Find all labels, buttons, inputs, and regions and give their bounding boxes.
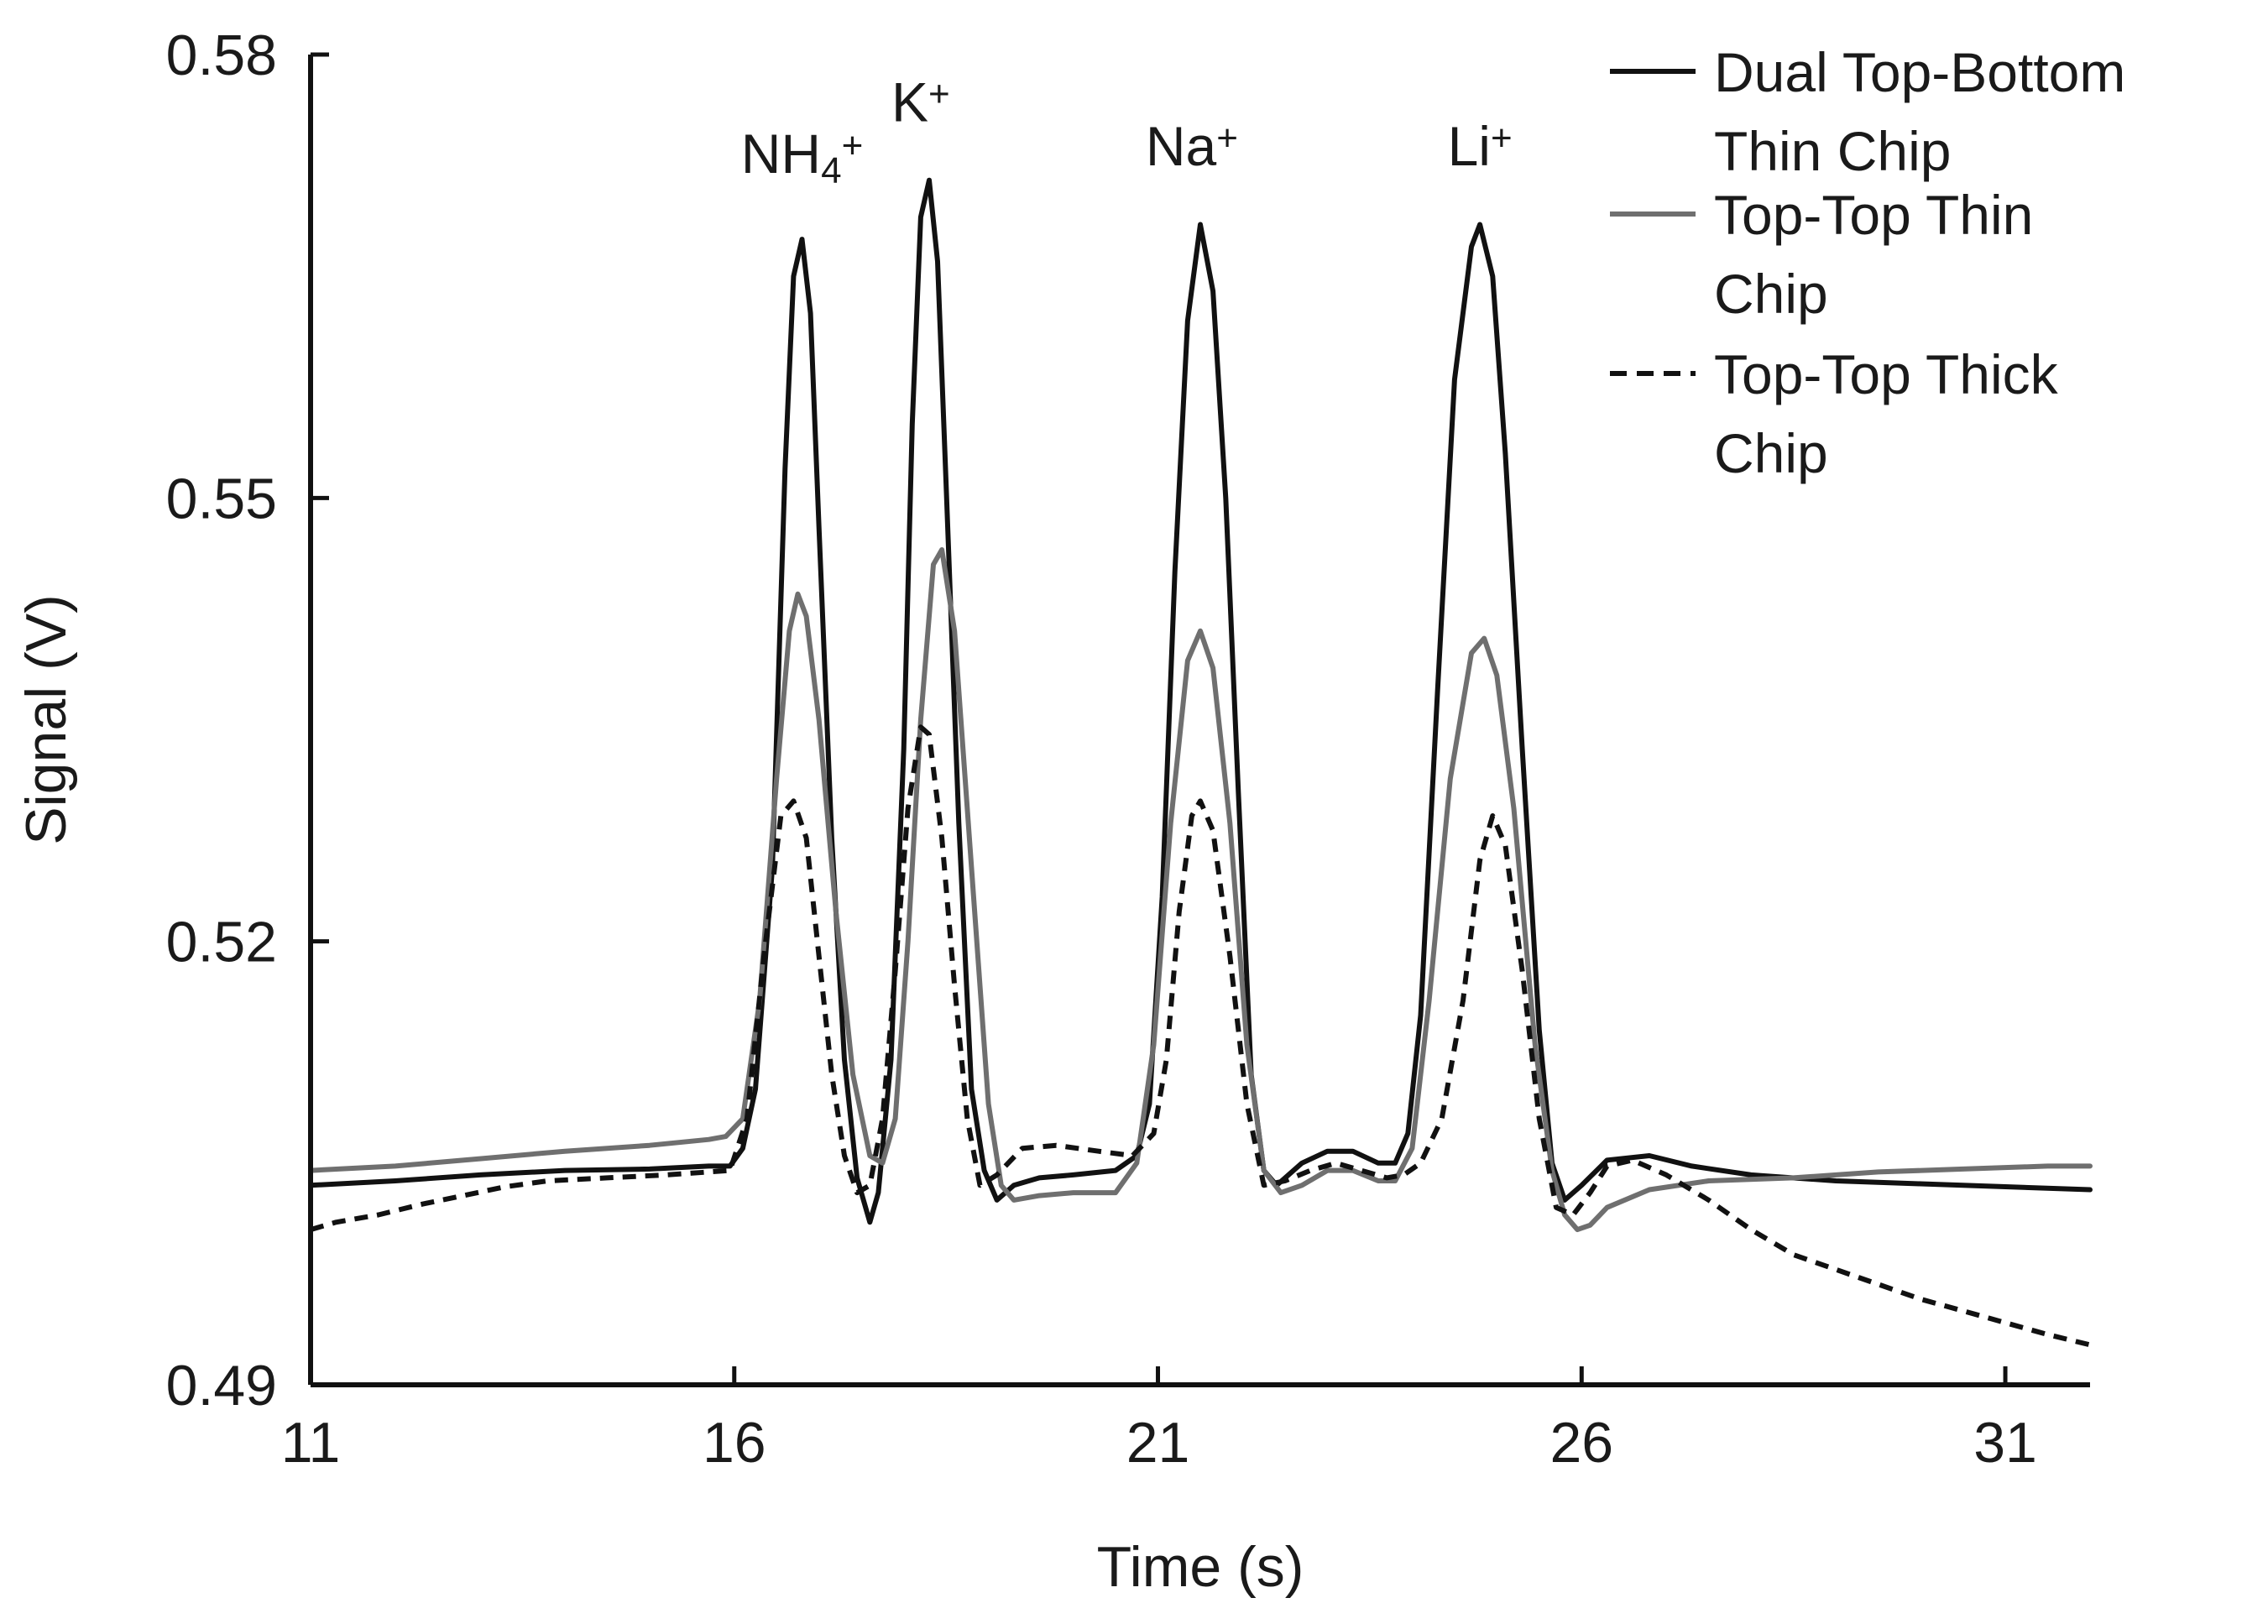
peak-label: K+	[891, 70, 950, 133]
peak-label-superscript: +	[842, 125, 864, 166]
series-line-2	[308, 547, 2093, 1233]
peak-label: Na+	[1146, 115, 1238, 177]
legend-label-1: Dual Top-Bottom	[1714, 41, 2125, 103]
legend-label-1: Thin Chip	[1714, 120, 1951, 182]
x-axis-ticks: 11 16 21 26 31	[281, 1366, 2037, 1475]
y-tick-label: 0.55	[166, 467, 277, 530]
series-line-1	[308, 177, 2093, 1225]
x-tick-label: 16	[703, 1411, 766, 1475]
peak-label-superscript: +	[928, 74, 950, 115]
y-axis-title: Signal (V)	[14, 594, 78, 845]
peak-label-base: K	[891, 70, 928, 133]
legend-label-3: Chip	[1714, 422, 1828, 484]
series-line-3	[310, 724, 2091, 1348]
y-tick-label: 0.49	[166, 1354, 277, 1418]
peak-label-superscript: +	[1216, 117, 1238, 159]
peak-label-subscript: 4	[821, 150, 841, 191]
legend-label-2: Top-Top Thin	[1714, 184, 2033, 246]
y-tick-label: 0.52	[166, 911, 277, 974]
x-tick-label: 11	[281, 1411, 341, 1475]
peak-label: Li+	[1448, 115, 1513, 177]
legend-label-3: Top-Top Thick	[1714, 343, 2059, 405]
x-tick-label: 26	[1549, 1411, 1613, 1475]
series-layer	[308, 177, 2093, 1348]
peak-labels: NH4+K+Na+ Li+	[741, 70, 1513, 191]
peak-label-base: Li	[1448, 115, 1491, 177]
y-tick-label: 0.58	[166, 23, 277, 87]
peak-label: NH4+	[741, 123, 864, 191]
y-axis-ticks: 0.49 0.52 0.55 0.58	[166, 23, 329, 1418]
x-tick-label: 31	[1973, 1411, 2037, 1475]
legend-label-2: Chip	[1714, 263, 1828, 325]
peak-label-base: NH	[741, 123, 821, 185]
x-axis-title: Time (s)	[1097, 1535, 1304, 1599]
axes: 11 16 21 26 31 0.49 0.52 0.55 0.58	[166, 23, 2090, 1475]
x-tick-label: 21	[1126, 1411, 1190, 1475]
peak-label-base: Na	[1146, 115, 1217, 177]
peak-label-superscript: +	[1491, 117, 1513, 159]
